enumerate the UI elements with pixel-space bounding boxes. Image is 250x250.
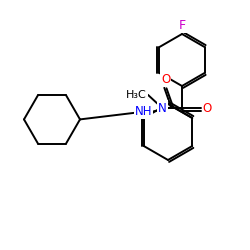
Text: O: O — [161, 73, 170, 86]
Text: F: F — [178, 19, 186, 32]
Text: N: N — [158, 102, 166, 114]
Text: O: O — [203, 102, 212, 114]
Text: NH: NH — [135, 105, 152, 118]
Text: H₃C: H₃C — [126, 90, 147, 100]
